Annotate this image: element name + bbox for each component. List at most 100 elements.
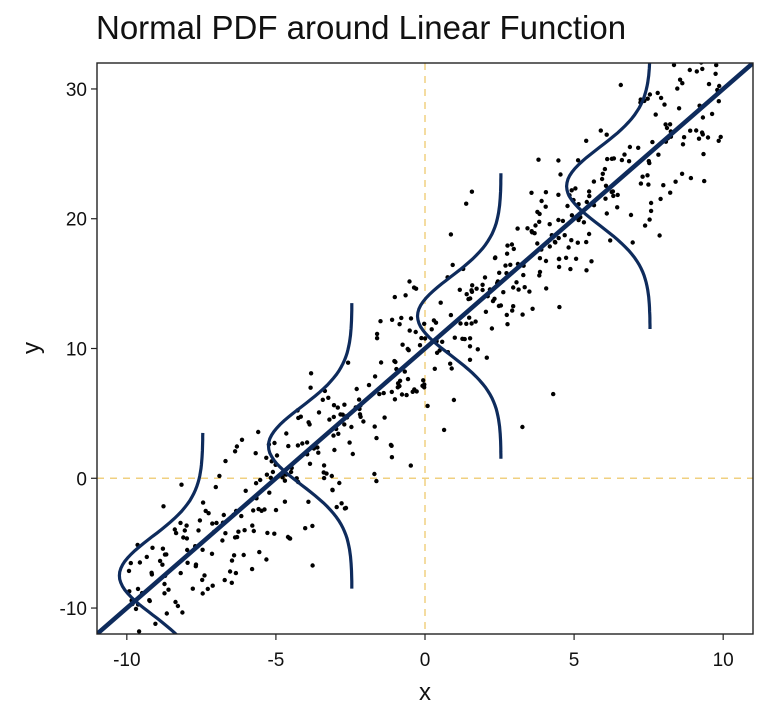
data-point (272, 531, 277, 536)
data-point (700, 66, 705, 72)
data-point (700, 115, 706, 120)
data-point (310, 563, 315, 568)
data-point (677, 77, 683, 82)
data-point (357, 412, 363, 417)
data-point (658, 95, 664, 101)
data-point (628, 212, 634, 218)
data-point (706, 81, 712, 87)
data-point (673, 179, 678, 184)
data-point (431, 318, 437, 323)
data-point (282, 499, 288, 504)
data-point (458, 321, 463, 326)
data-point (239, 437, 245, 442)
data-point (214, 520, 219, 526)
data-point (231, 553, 237, 558)
data-point (200, 547, 205, 552)
data-point (178, 570, 183, 576)
data-point (372, 424, 377, 429)
data-point (451, 397, 457, 403)
data-point (667, 122, 673, 127)
data-point (694, 69, 699, 74)
data-point (377, 391, 382, 397)
data-point (714, 63, 719, 68)
data-point (663, 122, 668, 127)
data-point (671, 63, 677, 68)
data-point (556, 235, 561, 241)
y-tick-label: -10 (60, 599, 87, 620)
data-point (232, 535, 238, 540)
data-point (711, 53, 715, 57)
data-point (581, 220, 587, 225)
data-point (395, 381, 401, 386)
data-point (448, 312, 454, 318)
data-point (503, 263, 508, 268)
data-point (136, 629, 142, 634)
data-point (331, 414, 336, 420)
data-point (425, 403, 430, 409)
data-point (529, 190, 534, 195)
data-point (647, 92, 653, 97)
data-point (557, 304, 562, 310)
data-point (604, 211, 609, 216)
data-point (709, 111, 715, 117)
data-point (556, 264, 562, 270)
data-point (421, 378, 426, 383)
data-point (525, 226, 530, 231)
data-point (249, 566, 255, 572)
data-point (128, 560, 133, 566)
data-point (321, 475, 327, 481)
data-point (544, 286, 549, 291)
data-point (137, 703, 141, 707)
data-point (264, 455, 269, 460)
data-point (640, 174, 645, 179)
y-axis-label: y (18, 342, 45, 354)
data-point (308, 385, 313, 390)
data-point (675, 86, 680, 91)
data-point (586, 231, 592, 237)
data-point (646, 182, 651, 187)
data-point (374, 435, 379, 441)
data-point (389, 317, 395, 322)
data-point (681, 135, 687, 140)
data-point (326, 395, 331, 400)
data-point (256, 429, 261, 435)
data-point (200, 577, 205, 583)
data-point (160, 562, 165, 567)
data-point (467, 344, 473, 349)
data-point (331, 433, 336, 438)
data-point (556, 256, 562, 262)
data-point (227, 569, 233, 574)
data-point (676, 106, 682, 111)
data-point (469, 189, 475, 194)
data-point (389, 443, 394, 448)
x-tick-label: -10 (113, 650, 140, 671)
data-point (516, 287, 521, 292)
y-tick-label: 0 (76, 469, 87, 490)
data-point (622, 152, 627, 157)
data-point (329, 473, 334, 479)
data-point (403, 293, 408, 298)
data-point (166, 587, 171, 592)
data-point (638, 181, 644, 186)
data-point (378, 319, 383, 324)
data-point (475, 347, 480, 352)
data-point (505, 243, 510, 248)
reference-lines (97, 63, 753, 634)
x-tick-label: 0 (420, 650, 431, 671)
data-point (492, 296, 497, 301)
data-point (272, 440, 277, 446)
data-point (239, 513, 244, 519)
data-point (532, 231, 537, 236)
data-point (417, 343, 423, 348)
data-point (128, 635, 132, 639)
data-point (356, 397, 362, 402)
data-point (543, 204, 548, 209)
data-point (331, 403, 337, 408)
data-point (161, 504, 166, 509)
data-point (584, 199, 589, 205)
data-point (448, 361, 453, 366)
data-point (569, 188, 574, 193)
data-point (286, 443, 291, 449)
data-point (422, 336, 428, 341)
data-point (347, 440, 352, 445)
